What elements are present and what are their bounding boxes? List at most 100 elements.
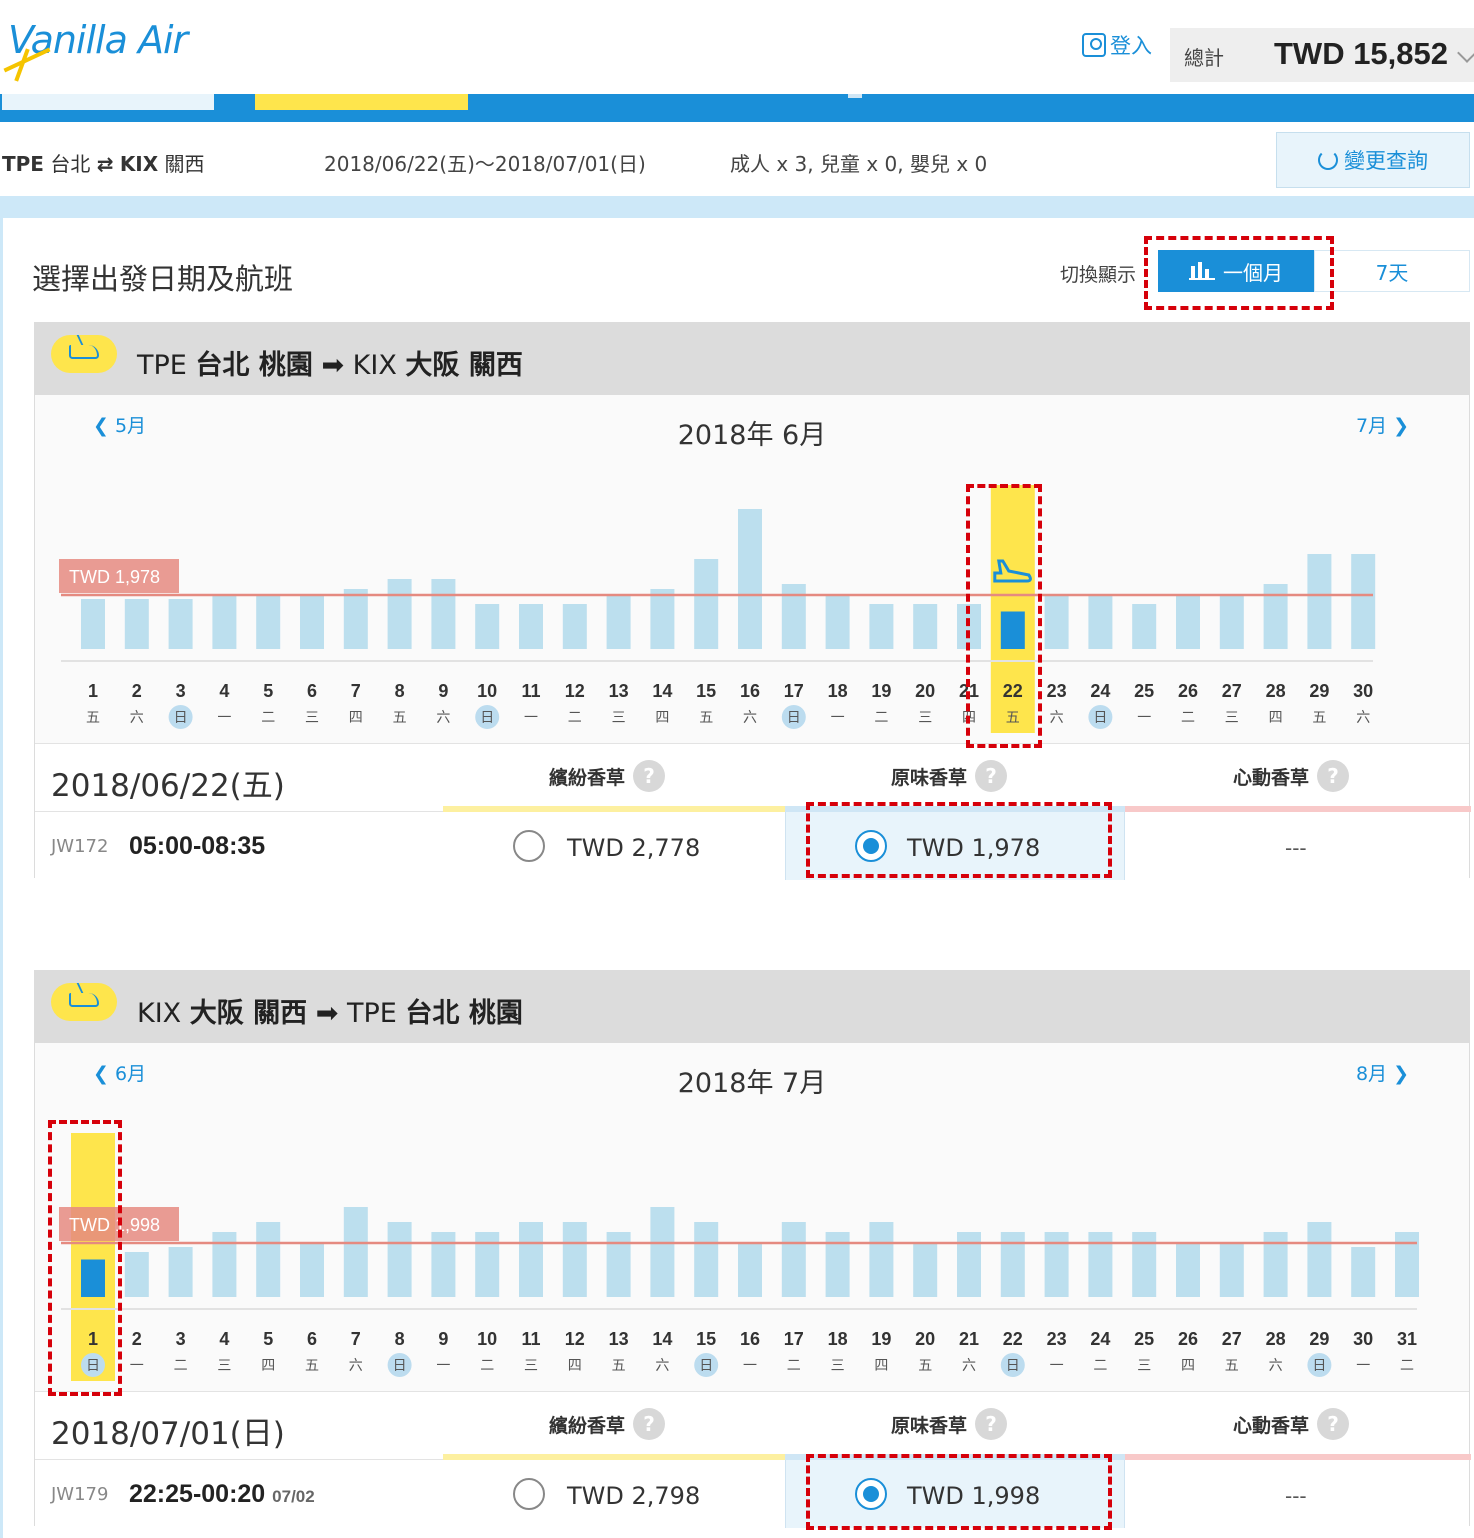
price-bar[interactable] bbox=[1219, 594, 1244, 649]
price-bar[interactable] bbox=[387, 579, 412, 649]
day-number[interactable]: 4 bbox=[219, 681, 229, 701]
price-bar[interactable] bbox=[1176, 1242, 1200, 1297]
day-number[interactable]: 2 bbox=[132, 681, 142, 701]
day-number[interactable]: 30 bbox=[1353, 681, 1373, 701]
toggle-week-button[interactable]: 7天 bbox=[1314, 250, 1470, 292]
price-bar[interactable] bbox=[738, 509, 762, 649]
help-icon[interactable]: ? bbox=[975, 1408, 1008, 1440]
next-month-link[interactable]: 8月 ❯ bbox=[1355, 1063, 1409, 1085]
next-month-link[interactable]: 7月 ❯ bbox=[1355, 415, 1409, 437]
price-bar[interactable] bbox=[343, 589, 368, 649]
day-number[interactable]: 18 bbox=[828, 1329, 848, 1349]
price-bar[interactable] bbox=[519, 1222, 543, 1297]
total-price-box[interactable]: 總計 TWD 15,852 bbox=[1170, 28, 1474, 82]
day-number[interactable]: 28 bbox=[1266, 681, 1286, 701]
fare-radio-1[interactable] bbox=[513, 1478, 545, 1510]
day-number[interactable]: 14 bbox=[652, 1329, 672, 1349]
price-bar[interactable] bbox=[781, 1222, 806, 1297]
day-number[interactable]: 10 bbox=[477, 681, 497, 701]
help-icon[interactable]: ? bbox=[1317, 1408, 1350, 1440]
day-number[interactable]: 4 bbox=[219, 1329, 229, 1349]
day-number[interactable]: 9 bbox=[438, 681, 448, 701]
prev-month-link[interactable]: ❮ 6月 bbox=[93, 1063, 147, 1085]
day-number[interactable]: 20 bbox=[915, 1329, 935, 1349]
outbound-price-calendar-chart[interactable]: 1 五 2 六 3 日 4 一 5 二 6 三 7 四 8 五 9 六 10 日 11 一 12 二 13 三 14 四 15 五 16 六 1… bbox=[35, 323, 1471, 743]
day-number[interactable]: 8 bbox=[395, 681, 405, 701]
day-number[interactable]: 7 bbox=[351, 681, 361, 701]
price-bar[interactable] bbox=[300, 1242, 324, 1297]
day-number[interactable]: 23 bbox=[1047, 681, 1067, 701]
day-number[interactable]: 22 bbox=[1003, 681, 1023, 701]
day-number[interactable]: 16 bbox=[740, 681, 760, 701]
day-number[interactable]: 11 bbox=[521, 1329, 540, 1349]
day-number[interactable]: 22 bbox=[1003, 1329, 1023, 1349]
fare-radio-2-selected[interactable] bbox=[855, 1478, 887, 1510]
price-bar[interactable] bbox=[694, 559, 719, 649]
day-number[interactable]: 23 bbox=[1047, 1329, 1067, 1349]
price-bar-selected[interactable] bbox=[1000, 611, 1025, 650]
day-number[interactable]: 15 bbox=[696, 1329, 716, 1349]
day-number[interactable]: 12 bbox=[565, 1329, 585, 1349]
price-bar[interactable] bbox=[1044, 594, 1069, 649]
day-number[interactable]: 6 bbox=[307, 1329, 317, 1349]
day-number[interactable]: 26 bbox=[1178, 1329, 1198, 1349]
price-bar[interactable] bbox=[81, 599, 105, 649]
price-bar[interactable] bbox=[1307, 1222, 1332, 1297]
price-bar[interactable] bbox=[562, 604, 587, 649]
price-bar[interactable] bbox=[256, 594, 281, 649]
day-number[interactable]: 3 bbox=[176, 1329, 186, 1349]
day-number[interactable]: 31 bbox=[1397, 1329, 1417, 1349]
day-number[interactable]: 19 bbox=[871, 681, 891, 701]
price-bar[interactable] bbox=[913, 1242, 938, 1297]
day-number[interactable]: 29 bbox=[1309, 1329, 1329, 1349]
price-bar[interactable] bbox=[168, 599, 193, 649]
day-number[interactable]: 10 bbox=[477, 1329, 497, 1349]
day-number[interactable]: 11 bbox=[521, 681, 540, 701]
fare-radio-2-selected[interactable] bbox=[855, 830, 887, 862]
change-search-button[interactable]: 變更查詢 bbox=[1276, 132, 1470, 188]
fare-radio-1[interactable] bbox=[513, 830, 545, 862]
price-bar[interactable] bbox=[387, 1222, 412, 1297]
price-bar[interactable] bbox=[124, 1252, 149, 1297]
prev-month-link[interactable]: ❮ 5月 bbox=[93, 415, 147, 437]
vanilla-air-logo[interactable]: Vanilla Air bbox=[3, 18, 188, 82]
day-number[interactable]: 13 bbox=[609, 1329, 629, 1349]
day-number[interactable]: 19 bbox=[871, 1329, 891, 1349]
day-number[interactable]: 21 bbox=[959, 1329, 979, 1349]
day-number[interactable]: 9 bbox=[438, 1329, 448, 1349]
day-number[interactable]: 18 bbox=[828, 681, 848, 701]
price-bar[interactable] bbox=[1351, 554, 1376, 649]
price-bar[interactable] bbox=[913, 604, 938, 649]
day-number[interactable]: 6 bbox=[307, 681, 317, 701]
day-number[interactable]: 5 bbox=[263, 1329, 273, 1349]
day-number[interactable]: 27 bbox=[1222, 1329, 1242, 1349]
day-number[interactable]: 3 bbox=[176, 681, 186, 701]
price-bar[interactable] bbox=[869, 1222, 894, 1297]
price-bar[interactable] bbox=[475, 604, 500, 649]
day-number[interactable]: 25 bbox=[1134, 681, 1154, 701]
price-bar[interactable] bbox=[343, 1207, 368, 1297]
price-bar[interactable] bbox=[519, 604, 543, 649]
price-bar[interactable] bbox=[431, 579, 456, 649]
login-link[interactable]: 登入 bbox=[1082, 30, 1152, 60]
price-bar[interactable] bbox=[1176, 594, 1200, 649]
price-bar[interactable] bbox=[738, 1242, 762, 1297]
day-number[interactable]: 20 bbox=[915, 681, 935, 701]
day-number[interactable]: 15 bbox=[696, 681, 716, 701]
price-bar[interactable] bbox=[650, 1207, 675, 1297]
price-bar[interactable] bbox=[869, 604, 894, 649]
day-number[interactable]: 17 bbox=[784, 681, 804, 701]
price-bar[interactable] bbox=[1307, 554, 1332, 649]
day-number[interactable]: 25 bbox=[1134, 1329, 1154, 1349]
day-number[interactable]: 13 bbox=[609, 681, 629, 701]
price-bar[interactable] bbox=[300, 594, 324, 649]
price-bar[interactable] bbox=[1219, 1242, 1244, 1297]
price-bar[interactable] bbox=[256, 1222, 281, 1297]
price-bar[interactable] bbox=[1351, 1247, 1376, 1297]
day-number[interactable]: 28 bbox=[1266, 1329, 1286, 1349]
help-icon[interactable]: ? bbox=[633, 1408, 666, 1440]
day-number[interactable]: 2 bbox=[132, 1329, 142, 1349]
day-number[interactable]: 24 bbox=[1090, 681, 1110, 701]
price-bar[interactable] bbox=[606, 594, 631, 649]
day-number[interactable]: 27 bbox=[1222, 681, 1242, 701]
